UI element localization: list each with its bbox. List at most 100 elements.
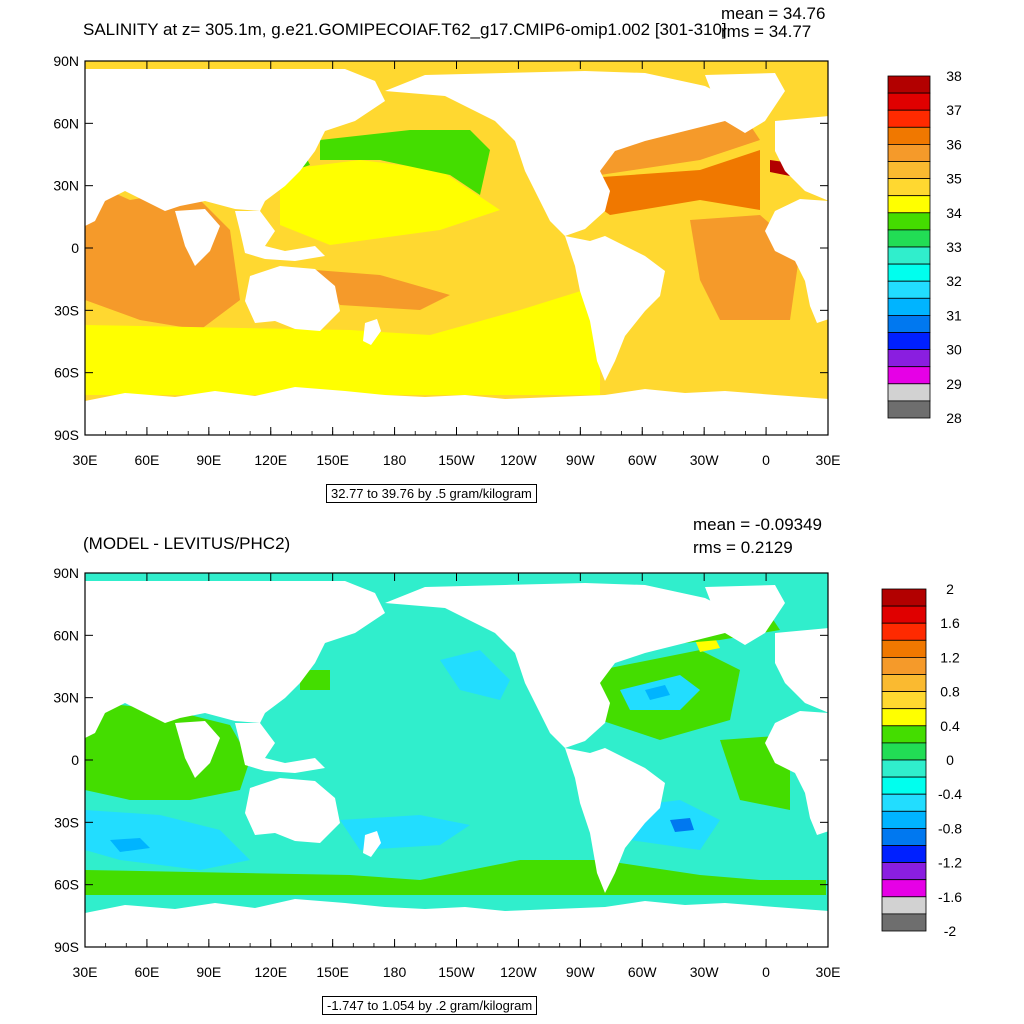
bottom-colorbar-swatch (881, 657, 927, 675)
top-colorbar-swatch (887, 280, 931, 299)
bottom-colorbar-label: 1.6 (940, 615, 960, 631)
bottom-colorbar-label: -2 (944, 923, 957, 939)
bottom-lon-label: 0 (762, 964, 770, 980)
bottom-colorbar-swatch (881, 879, 927, 898)
bottom-colorbar-swatch (881, 862, 927, 881)
top-colorbar-label: 33 (946, 239, 962, 255)
bottom-lon-label: 150E (316, 964, 349, 980)
top-colorbar-swatch (887, 109, 931, 128)
top-colorbar-label: 32 (946, 273, 962, 289)
bottom-colorbar-label: 0.4 (940, 718, 960, 734)
top-colorbar-swatch (887, 263, 931, 282)
top-lon-label: 90E (196, 452, 221, 468)
bottom-colorbar-swatch (881, 828, 927, 846)
bottom-map-rms: rms = 0.2129 (693, 538, 793, 557)
bottom-colorbar-label: 1.2 (940, 649, 960, 665)
top-colorbar-swatch (887, 400, 931, 419)
bottom-colorbar-label: -0.4 (938, 786, 962, 802)
top-colorbar-swatch (887, 75, 931, 94)
bottom-colorbar-swatch (881, 639, 927, 658)
top-lon-label: 30E (816, 452, 841, 468)
bottom-colorbar-swatch (881, 793, 927, 812)
top-colorbar-label: 35 (946, 171, 962, 187)
bottom-lat-label: 60N (53, 627, 79, 643)
top-colorbar: 38 37 36 35 34 33 32 31 30 29 28 (887, 68, 962, 426)
top-lat-label: 0 (71, 240, 79, 256)
top-lat-label: 90N (53, 53, 79, 69)
top-colorbar-swatch (887, 383, 931, 402)
bottom-colorbar-label: -1.6 (938, 889, 962, 905)
top-lon-label: 90W (566, 452, 596, 468)
top-lon-label: 120W (500, 452, 537, 468)
bottom-colorbar-swatch (881, 913, 927, 932)
bottom-colorbar-label: 0.8 (940, 684, 960, 700)
top-colorbar-swatch (887, 332, 931, 351)
top-colorbar-swatch (887, 246, 931, 265)
top-colorbar-label: 31 (946, 307, 962, 323)
bottom-colorbar-swatch (881, 742, 927, 761)
bottom-colorbar-swatch (881, 708, 927, 727)
top-colorbar-swatch (887, 212, 931, 231)
top-colorbar-swatch (887, 297, 931, 316)
bottom-lon-label: 60W (628, 964, 658, 980)
bottom-colorbar-label: 0 (946, 752, 954, 768)
top-colorbar-swatch (887, 229, 931, 248)
bottom-lat-label: 90S (54, 939, 79, 955)
bottom-colorbar-swatch (881, 674, 927, 693)
top-lat-label: 60N (53, 115, 79, 131)
bottom-lat-label: 0 (71, 752, 79, 768)
bottom-map-contour-note: -1.747 to 1.054 by .2 gram/kilogram (322, 996, 538, 1015)
top-lon-label: 150E (316, 452, 349, 468)
bottom-lon-label: 150W (438, 964, 475, 980)
top-colorbar-swatch (887, 126, 931, 145)
bottom-map (84, 572, 829, 948)
top-lon-label: 120E (254, 452, 287, 468)
bottom-colorbar-label: 2 (946, 581, 954, 597)
top-map-title: SALINITY at z= 305.1m, g.e21.GOMIPECOIAF… (83, 20, 727, 39)
top-colorbar-swatch (887, 92, 931, 111)
bottom-lat-label: 60S (54, 877, 79, 893)
bottom-colorbar-swatch (881, 810, 927, 829)
bottom-colorbar-label: -0.8 (938, 820, 962, 836)
top-colorbar-label: 38 (946, 68, 962, 84)
bottom-lat-label: 90N (53, 565, 79, 581)
top-lon-label: 180 (383, 452, 407, 468)
bottom-lon-label: 60E (134, 964, 159, 980)
bottom-colorbar-swatch (881, 605, 927, 624)
bottom-map-mean: mean = -0.09349 (693, 515, 823, 534)
bottom-colorbar-label: -1.2 (938, 855, 962, 871)
bottom-lon-label: 30W (690, 964, 720, 980)
bottom-lon-label: 30E (816, 964, 841, 980)
top-colorbar-swatch (887, 349, 931, 368)
top-colorbar-label: 34 (946, 205, 962, 221)
top-colorbar-swatch (887, 161, 931, 180)
top-map (84, 60, 829, 436)
top-map-mean: mean = 34.76 (721, 4, 826, 23)
bottom-colorbar-swatch (881, 725, 927, 744)
top-lat-label: 30S (54, 302, 79, 318)
top-map-axes: 90N 60N 30N 0 30S 60S 90S 30E 60E 90E 120E 150E 180 1… (53, 53, 840, 468)
top-colorbar-label: 30 (946, 342, 962, 358)
top-colorbar-label: 28 (946, 410, 962, 426)
bottom-lon-label: 120W (500, 964, 537, 980)
top-lon-label: 60E (134, 452, 159, 468)
bottom-colorbar-swatch (881, 622, 927, 641)
top-colorbar-label: 37 (946, 102, 962, 118)
top-lon-label: 30W (690, 452, 720, 468)
bottom-lon-label: 120E (254, 964, 287, 980)
top-colorbar-label: 29 (946, 376, 962, 392)
top-colorbar-label: 36 (946, 136, 962, 152)
bottom-colorbar-swatch (881, 759, 927, 778)
bottom-colorbar: 2 1.6 1.2 0.8 0.4 0 -0.4 -0.8 -1.2 -1.6 -2 (881, 581, 962, 939)
bottom-colorbar-swatch (881, 691, 927, 710)
bottom-colorbar-swatch (881, 776, 927, 795)
bottom-map-title: (MODEL - LEVITUS/PHC2) (83, 534, 291, 553)
bottom-colorbar-swatch (881, 845, 927, 864)
bottom-map-axes: 90N 60N 30N 0 30S 60S 90S 30E 60E 90E 120E 150E 180 1… (53, 565, 840, 980)
top-colorbar-swatch (887, 143, 931, 162)
top-lon-label: 0 (762, 452, 770, 468)
bottom-lat-label: 30S (54, 814, 79, 830)
top-lon-label: 60W (628, 452, 658, 468)
bottom-lon-label: 90W (566, 964, 596, 980)
